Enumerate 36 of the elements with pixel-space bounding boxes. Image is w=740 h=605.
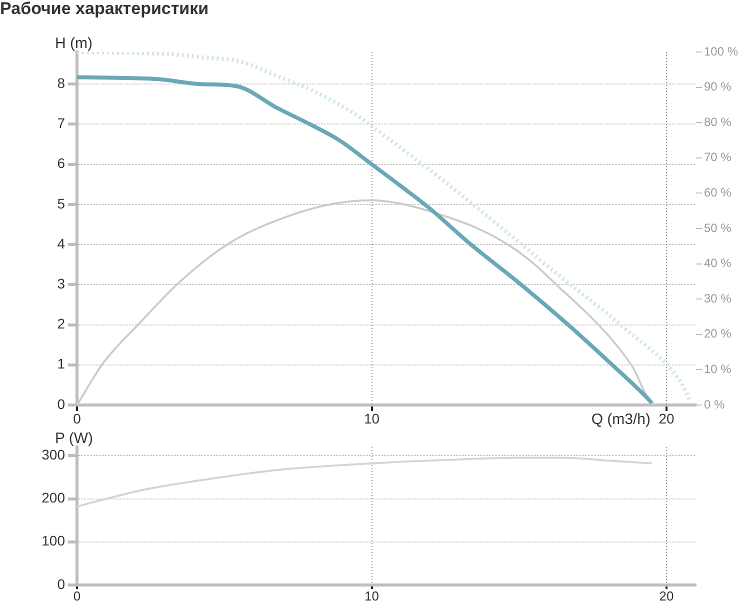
y-tick-label: 8 [57, 74, 66, 91]
y-tick-label: 100 [42, 532, 66, 549]
y2-tick-label: 90 % [704, 80, 732, 94]
y2-tick-label: 20 % [704, 326, 732, 341]
y2-tick-label: 50 % [704, 220, 732, 235]
y2-tick-label: 30 % [704, 291, 732, 306]
x-tick-label: 10 [364, 588, 379, 604]
chart-title: Рабочие характеристики [0, 0, 210, 20]
y2-tick-label: 0 % [704, 397, 726, 412]
x-tick-label: 20 [659, 588, 674, 604]
y-tick-label: 1 [57, 356, 66, 372]
y2-tick-label: 10 % [704, 362, 732, 376]
y2-tick-label: 60 % [704, 186, 732, 200]
y2-tick-label: 70 % [704, 150, 732, 164]
x-axis-title: Q (m3/h) [591, 411, 651, 428]
y-tick-label: 0 [57, 396, 66, 412]
y-tick-label: 300 [42, 446, 66, 462]
y-tick-label: 3 [57, 276, 66, 292]
y-tick-label: 0 [57, 576, 66, 592]
y-axis-title: P (W) [55, 430, 94, 447]
line-series [77, 199, 656, 405]
y-tick-label: 7 [57, 115, 66, 132]
x-tick-label: 0 [73, 410, 82, 426]
y-tick-label: 200 [42, 490, 66, 506]
y-tick-label: 4 [57, 235, 66, 252]
x-tick-label: 20 [658, 410, 675, 426]
x-tick-label: 10 [364, 410, 380, 426]
y-tick-label: 2 [57, 316, 66, 332]
x-tick-label: 0 [73, 588, 81, 604]
y-tick-label: 5 [57, 195, 66, 212]
y-axis-title: H (m) [55, 35, 92, 52]
line-series [77, 456, 653, 508]
y2-tick-label: 100 % [704, 44, 738, 58]
y-tick-label: 6 [57, 155, 66, 172]
y2-tick-label: 80 % [704, 114, 732, 129]
y2-tick-label: 40 % [704, 256, 732, 270]
